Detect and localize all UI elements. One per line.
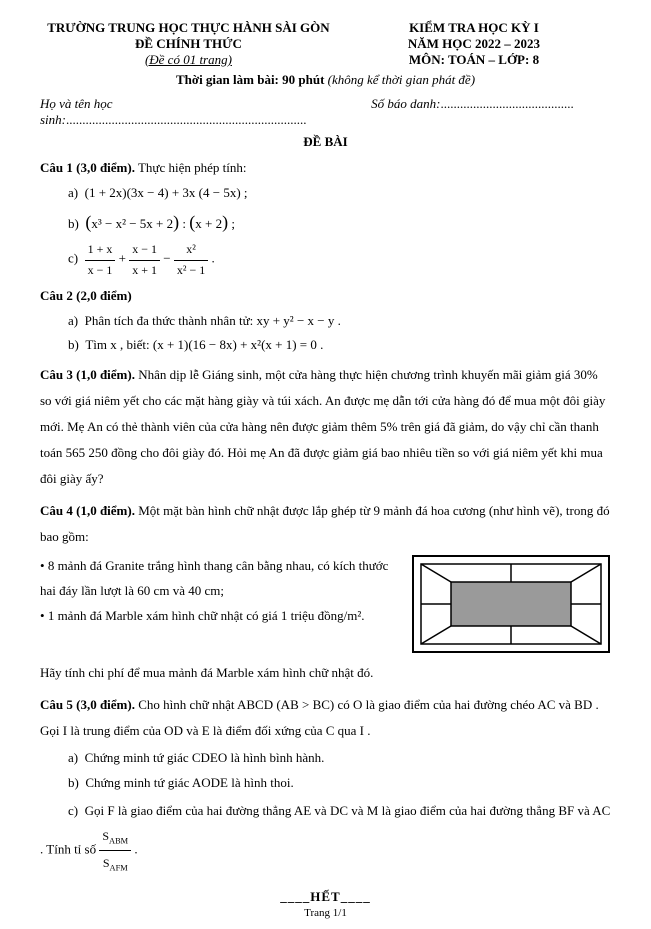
exam-page: TRƯỜNG TRUNG HỌC THỰC HÀNH SÀI GÒN ĐỀ CH…: [0, 0, 651, 929]
header-right: KIỂM TRA HỌC KỲ I NĂM HỌC 2022 – 2023 MÔ…: [337, 20, 611, 68]
q1b-right: x + 2: [195, 216, 222, 231]
q1: Câu 1 (3,0 điểm). Thực hiện phép tính:: [40, 158, 611, 179]
q5b-label: b): [68, 775, 79, 790]
q3: Câu 3 (1,0 điểm). Nhân dịp lễ Giáng sinh…: [40, 362, 611, 492]
header-left: TRƯỜNG TRUNG HỌC THỰC HÀNH SÀI GÒN ĐỀ CH…: [40, 20, 337, 68]
q1c-tail: .: [208, 251, 215, 266]
q2b-label: b): [68, 337, 79, 352]
q2a: a) Phân tích đa thức thành nhân tử: xy +…: [68, 311, 611, 332]
q1b-label: b): [68, 216, 79, 231]
q1-text: Thực hiện phép tính:: [135, 160, 247, 175]
q5c-frac: SABM SAFM: [99, 824, 131, 877]
page-note: (Đề có 01 trang): [40, 52, 337, 68]
q2b: b) Tìm x , biết: (x + 1)(16 − 8x) + x²(x…: [68, 335, 611, 356]
q1c: c) 1 + xx − 1 + x − 1x + 1 − x²x² − 1 .: [68, 240, 611, 279]
student-id: Số báo danh:............................…: [371, 96, 611, 128]
q1b-left: x³ − x² − 5x + 2: [91, 216, 173, 231]
q1a: a) (1 + 2x)(3x − 4) + 3x (4 − 5x) ;: [68, 183, 611, 204]
q1c-plus: +: [115, 251, 129, 266]
q2a-text: Phân tích đa thức thành nhân tử: xy + y²…: [85, 313, 341, 328]
q5b: b) Chứng minh tứ giác AODE là hình thoi.: [68, 773, 611, 794]
page-number: Trang 1/1: [40, 907, 611, 919]
q1c-frac2: x − 1x + 1: [129, 240, 160, 279]
q1-heading: Câu 1 (3,0 điểm).: [40, 160, 135, 175]
q5c-tail: .: [131, 841, 138, 856]
time-line: Thời gian làm bài: 90 phút (không kể thờ…: [40, 72, 611, 88]
q4-b2: • 1 mảnh đá Marble xám hình chữ nhật có …: [40, 604, 401, 629]
q4-bullets: • 8 mảnh đá Granite trắng hình thang cân…: [40, 554, 611, 654]
q2a-label: a): [68, 313, 78, 328]
q1b: b) (x³ − x² − 5x + 2) : (x + 2) ;: [68, 208, 611, 237]
q4-figure: [411, 554, 611, 654]
q3-body: Nhân dịp lễ Giáng sinh, một cửa hàng thự…: [40, 367, 605, 486]
official-label: ĐỀ CHÍNH THỨC: [40, 36, 337, 52]
q2b-text: Tìm x , biết: (x + 1)(16 − 8x) + x²(x + …: [85, 337, 323, 352]
q5a-text: Chứng minh tứ giác CDEO là hình bình hàn…: [85, 750, 325, 765]
q1c-minus: −: [160, 251, 174, 266]
q5c-label: c): [68, 803, 78, 818]
q5: Câu 5 (3,0 điểm). Cho hình chữ nhật ABCD…: [40, 692, 611, 744]
school-name: TRƯỜNG TRUNG HỌC THỰC HÀNH SÀI GÒN: [40, 20, 337, 36]
q1a-label: a): [68, 185, 78, 200]
exam-title: KIỂM TRA HỌC KỲ I: [337, 20, 611, 36]
q5a-label: a): [68, 750, 78, 765]
q4-b2-text: 1 mảnh đá Marble xám hình chữ nhật có gi…: [48, 608, 365, 623]
table-diagram: [411, 554, 611, 654]
q1a-expr: (1 + 2x)(3x − 4) + 3x (4 − 5x) ;: [85, 185, 248, 200]
exam-heading: ĐỀ BÀI: [40, 134, 611, 150]
id-label: Số báo danh:: [371, 96, 440, 111]
q4-b1-text: 8 mảnh đá Granite trắng hình thang cân b…: [40, 558, 388, 598]
q4-ask: Hãy tính chi phí để mua mảnh đá Marble x…: [40, 660, 611, 686]
q5a: a) Chứng minh tứ giác CDEO là hình bình …: [68, 748, 611, 769]
q1c-frac3: x²x² − 1: [174, 240, 208, 279]
q5b-text: Chứng minh tứ giác AODE là hình thoi.: [85, 775, 293, 790]
q2-heading: Câu 2 (2,0 điểm): [40, 286, 611, 307]
year-label: NĂM HỌC 2022 – 2023: [337, 36, 611, 52]
time-note: (không kể thời gian phát đề): [324, 72, 475, 87]
q1c-label: c): [68, 251, 78, 266]
subject-label: MÔN: TOÁN – LỚP: 8: [337, 52, 611, 68]
q3-heading: Câu 3 (1,0 điểm).: [40, 367, 135, 382]
q1c-frac1: 1 + xx − 1: [85, 240, 116, 279]
student-name: Họ và tên học sinh:.....................…: [40, 96, 371, 128]
q4-b1: • 8 mảnh đá Granite trắng hình thang cân…: [40, 554, 401, 603]
q1b-tail: ;: [228, 216, 235, 231]
student-info: Họ và tên học sinh:.....................…: [40, 96, 611, 128]
header: TRƯỜNG TRUNG HỌC THỰC HÀNH SÀI GÒN ĐỀ CH…: [40, 20, 611, 68]
time-label: Thời gian làm bài: 90 phút: [176, 72, 324, 87]
q4-intro: Câu 4 (1,0 điểm). Một mặt bàn hình chữ n…: [40, 498, 611, 550]
q5c: c) Gọi F là giao điểm của hai đường thẳn…: [40, 798, 611, 877]
q4-bullet-text: • 8 mảnh đá Granite trắng hình thang cân…: [40, 554, 411, 628]
q4-heading: Câu 4 (1,0 điểm).: [40, 503, 135, 518]
q5-heading: Câu 5 (3,0 điểm).: [40, 697, 135, 712]
end-marker: ____HẾT____: [40, 889, 611, 905]
